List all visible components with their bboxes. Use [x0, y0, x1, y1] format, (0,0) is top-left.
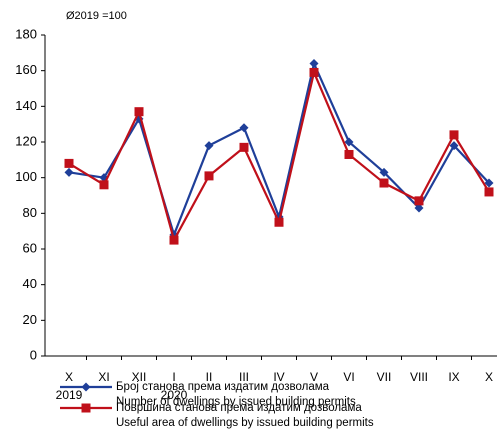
data-point [309, 59, 319, 69]
data-point [274, 217, 284, 227]
data-point [414, 196, 424, 206]
data-point [204, 141, 214, 151]
x-tick-label: XI [98, 370, 109, 384]
legend-label: Useful area of dwellings by issued build… [116, 417, 374, 429]
data-point [169, 235, 179, 245]
x-tick-label: III [239, 370, 249, 384]
x-tick-label: IX [448, 370, 459, 384]
legend-marker [81, 382, 91, 392]
x-tick-label: VIII [410, 370, 428, 384]
x-tick-label: V [310, 370, 318, 384]
x-tick-label: I [172, 370, 175, 384]
data-point [64, 167, 74, 177]
y-tick-label: 160 [15, 62, 37, 77]
data-point [99, 180, 109, 190]
x-tick-label: IV [273, 370, 284, 384]
data-point [484, 187, 494, 197]
series-line [68, 60, 490, 239]
data-point [239, 123, 249, 133]
chart-subtitle: Ø2019 =100 [66, 10, 127, 22]
data-point [379, 178, 389, 188]
data-point [379, 167, 389, 177]
x-tick-label: XII [132, 370, 147, 384]
data-point [344, 149, 354, 159]
legend-marker [81, 403, 91, 413]
y-tick-label: 80 [23, 205, 37, 220]
x-tick-label: II [206, 370, 213, 384]
data-point [414, 203, 424, 213]
y-tick-label: 20 [23, 312, 37, 327]
y-tick-label: 100 [15, 169, 37, 184]
data-point [344, 137, 354, 147]
y-tick-label: 140 [15, 98, 37, 113]
data-point [309, 67, 319, 77]
y-tick-label: 60 [23, 240, 37, 255]
x-tick-label: X [65, 370, 73, 384]
x-tick-label: VI [343, 370, 354, 384]
data-point [449, 141, 459, 151]
legend-label: Површина станова према издатим дозволама [116, 402, 362, 414]
year-label: 2020 [161, 388, 188, 402]
year-label: 2019 [56, 388, 83, 402]
y-tick-label: 0 [30, 347, 37, 362]
y-tick-label: 40 [23, 276, 37, 291]
x-tick-label: VII [377, 370, 392, 384]
y-tick-label: 180 [15, 26, 37, 41]
data-point [449, 130, 459, 140]
legend-label: Number of dwellings by issued building p… [116, 396, 356, 408]
data-point [64, 158, 74, 168]
x-tick-label: X [485, 370, 493, 384]
data-point [239, 142, 249, 152]
y-tick-label: 120 [15, 133, 37, 148]
data-point [484, 178, 494, 188]
data-point [204, 171, 214, 181]
legend-label: Број станова према издатим дозволама [116, 381, 330, 393]
data-point [134, 107, 144, 117]
